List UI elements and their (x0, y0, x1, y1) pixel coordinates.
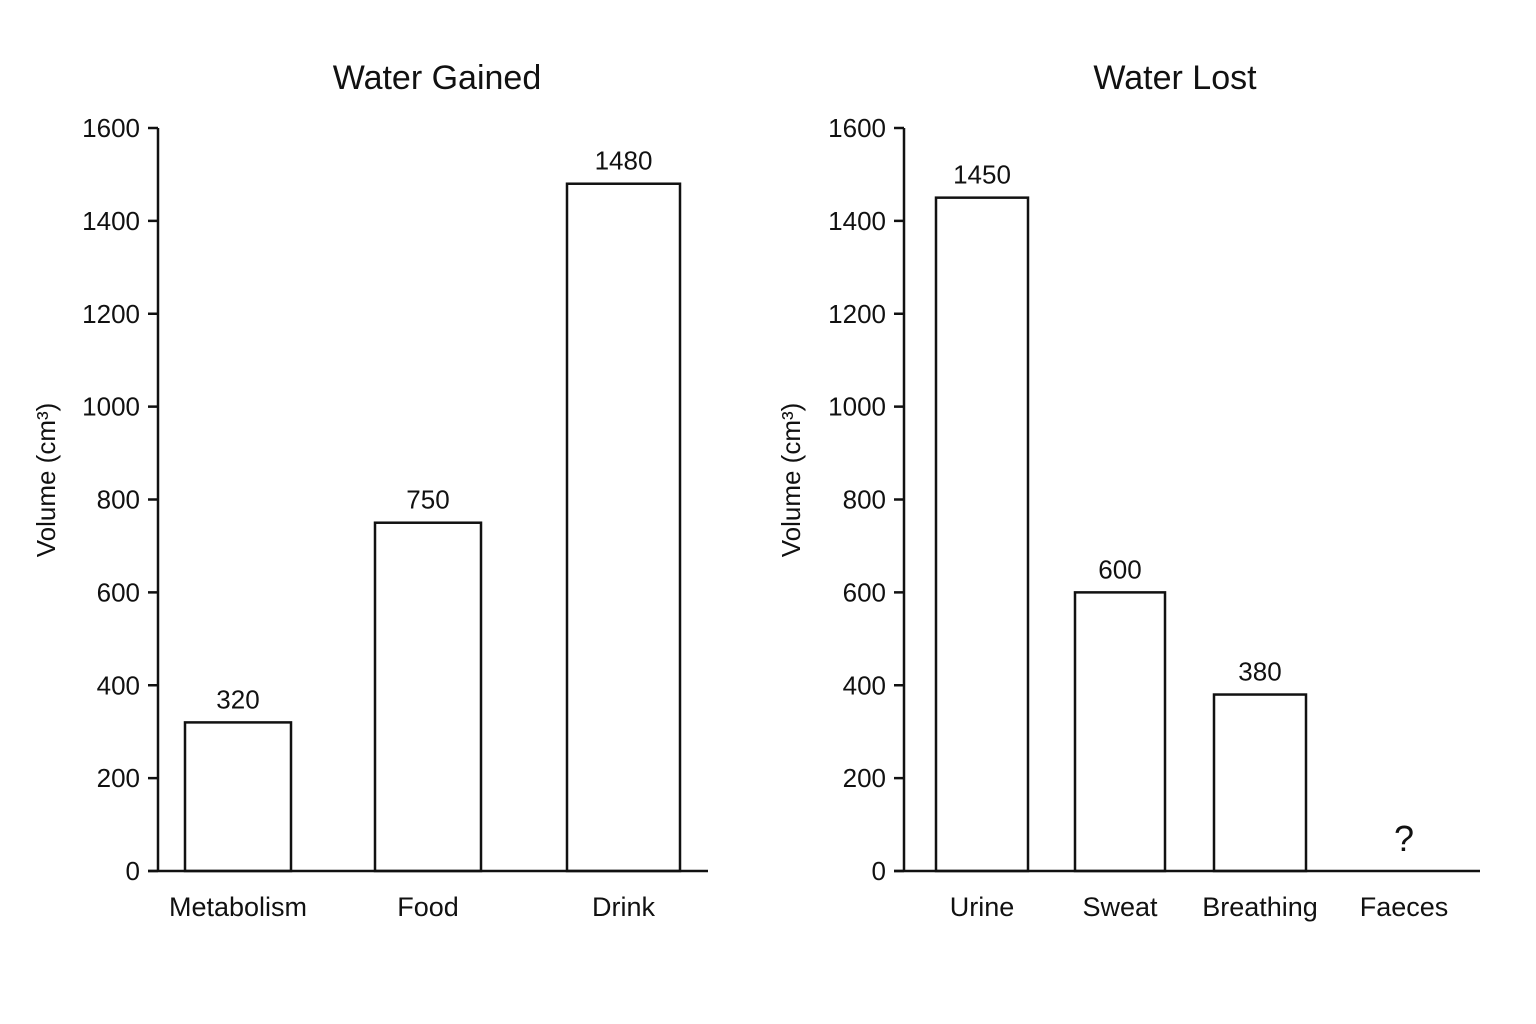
bars-water-lost: 1450 Urine 600 Sweat 380 Breathing? Faeces (934, 160, 1449, 922)
bars-water-gained: 320 Metabolism 750 Food 1480 Drink (169, 146, 682, 922)
y-tick-label-0-water-gained: 0 (126, 856, 140, 886)
value-label-drink: 1480 (595, 146, 653, 176)
y-tick-label-1200-water-gained: 1200 (82, 299, 140, 329)
y-tick-label-1600-water-lost: 1600 (828, 113, 886, 143)
category-label-metabolism: Metabolism (169, 892, 307, 922)
value-label-metabolism: 320 (216, 684, 259, 714)
value-label-sweat: 600 (1098, 554, 1141, 584)
y-tick-label-600-water-gained: 600 (97, 577, 140, 607)
y-tick-label-800-water-gained: 800 (97, 485, 140, 515)
water-lost-chart: Water Lost Volume (cm³) 0 200 400 600 800 100… (776, 59, 1480, 922)
value-label-faeces: ? (1394, 818, 1414, 859)
y-tick-label-400-water-gained: 400 (97, 670, 140, 700)
axes-water-lost (894, 128, 1480, 873)
bar-metabolism (183, 721, 293, 873)
y-tick-label-1400-water-gained: 1400 (82, 206, 140, 236)
y-tick-label-200-water-gained: 200 (97, 763, 140, 793)
category-label-faeces: Faeces (1360, 892, 1449, 922)
chart-title-water-gained: Water Gained (333, 59, 542, 97)
value-label-urine: 1450 (953, 160, 1011, 190)
bar-breathing (1212, 693, 1308, 873)
bar-drink (565, 182, 682, 873)
chart-title-water-lost: Water Lost (1093, 59, 1257, 97)
category-label-drink: Drink (592, 892, 656, 922)
bar-sweat (1073, 591, 1167, 873)
y-tick-label-1000-water-lost: 1000 (828, 392, 886, 422)
y-tick-label-0-water-lost: 0 (872, 856, 886, 886)
category-label-food: Food (397, 892, 459, 922)
category-label-sweat: Sweat (1082, 892, 1158, 922)
water-gained-chart: Water Gained Volume (cm³) 0 200 400 600 800 1… (31, 59, 708, 922)
y-axis-label-water-gained: Volume (cm³) (31, 403, 61, 558)
category-label-breathing: Breathing (1202, 892, 1318, 922)
y-tick-label-600-water-lost: 600 (843, 577, 886, 607)
y-axis-ticks-water-gained: 0 200 400 600 800 1000 1200 1400 1600 (82, 113, 158, 886)
y-axis-ticks-water-lost: 0 200 400 600 800 1000 1200 1400 1600 (828, 113, 904, 886)
axes-water-gained (148, 128, 708, 873)
y-axis-label-water-lost: Volume (cm³) (776, 403, 806, 558)
y-tick-label-1600-water-gained: 1600 (82, 113, 140, 143)
y-tick-label-800-water-lost: 800 (843, 485, 886, 515)
y-tick-label-1400-water-lost: 1400 (828, 206, 886, 236)
bar-food (373, 521, 483, 873)
category-label-urine: Urine (950, 892, 1015, 922)
value-label-food: 750 (406, 485, 449, 515)
bar-urine (934, 196, 1030, 873)
y-tick-label-1000-water-gained: 1000 (82, 392, 140, 422)
value-label-breathing: 380 (1238, 657, 1281, 687)
y-tick-label-200-water-lost: 200 (843, 763, 886, 793)
y-tick-label-1200-water-lost: 1200 (828, 299, 886, 329)
y-tick-label-400-water-lost: 400 (843, 670, 886, 700)
